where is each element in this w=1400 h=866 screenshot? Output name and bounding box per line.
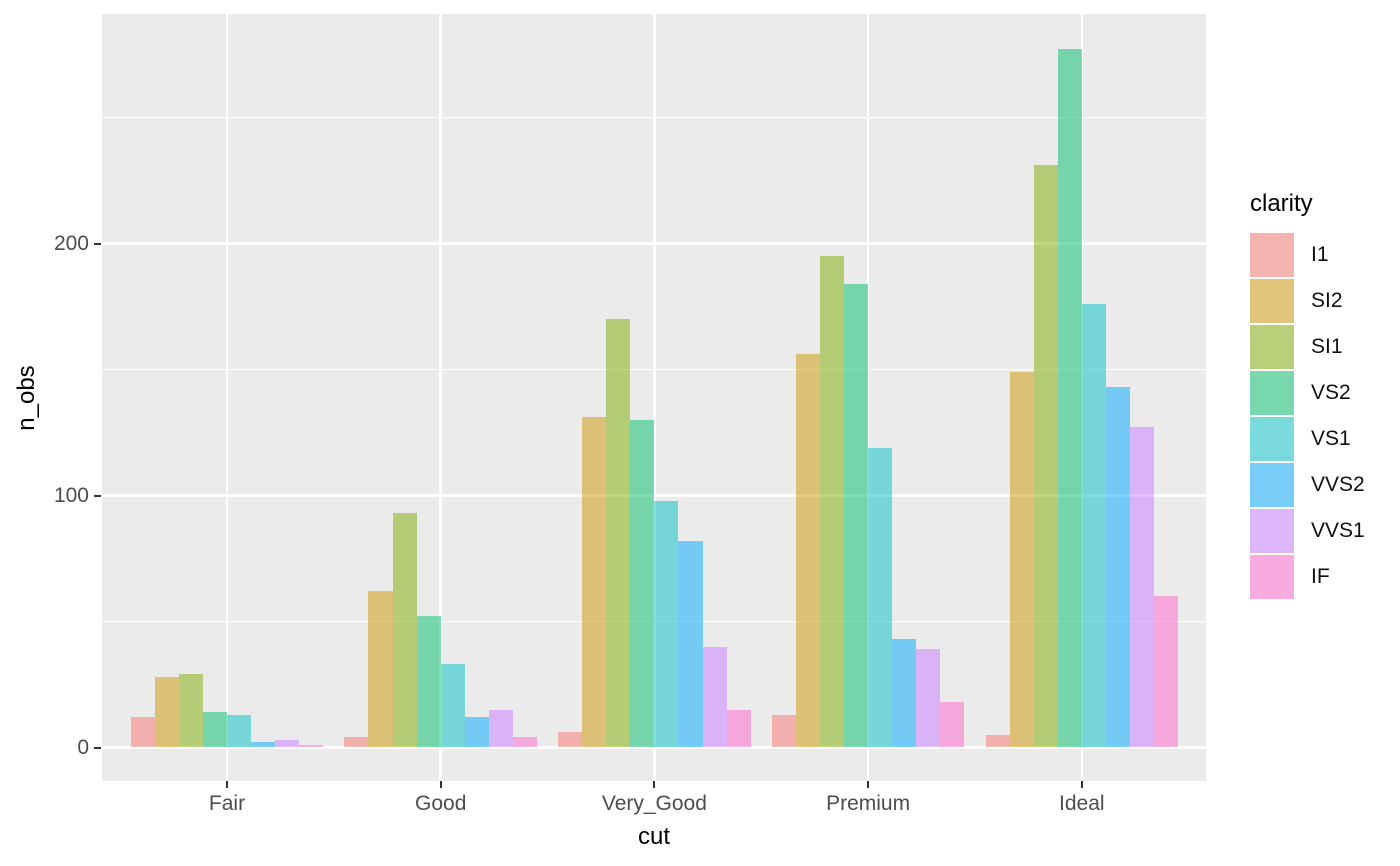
legend-swatch-si1	[1250, 325, 1294, 369]
legend-label-vs1: VS1	[1311, 427, 1351, 450]
legend-swatch-vs1	[1250, 417, 1294, 461]
x-major-gridline	[225, 14, 229, 781]
bar-ideal-if	[1154, 596, 1179, 748]
bar-fair-vvs2	[251, 742, 276, 748]
bar-fair-si1	[178, 674, 203, 748]
bar-ideal-vvs2	[1105, 387, 1130, 748]
bar-fair-i1	[130, 717, 155, 748]
legend-label-vs2: VS2	[1311, 381, 1351, 404]
legend-swatch-si2	[1250, 279, 1294, 323]
legend-title: clarity	[1250, 190, 1313, 217]
bar-very_good-vvs1	[702, 646, 727, 748]
bar-good-vvs2	[464, 717, 489, 748]
bar-good-vs2	[416, 616, 441, 748]
bar-premium-vvs2	[892, 639, 917, 748]
bar-premium-si2	[795, 354, 820, 748]
x-tick-label: Premium	[826, 792, 911, 815]
legend-key-background	[1250, 555, 1294, 599]
legend-label-vvs2: VVS2	[1311, 473, 1365, 496]
bar-ideal-si1	[1033, 165, 1058, 748]
bar-ideal-si2	[1009, 372, 1034, 748]
y-tick-mark	[94, 746, 101, 749]
bar-ideal-vvs1	[1129, 427, 1154, 748]
bar-premium-si1	[819, 256, 845, 748]
x-tick-mark	[439, 781, 442, 788]
bar-good-i1	[344, 737, 369, 748]
legend-key-background	[1250, 463, 1294, 507]
bar-premium-if	[940, 702, 965, 748]
legend-swatch-vs2	[1250, 371, 1294, 415]
plot-panel	[102, 14, 1206, 781]
bar-fair-vs1	[227, 714, 252, 748]
legend-item-vs1: VS1	[1250, 417, 1365, 461]
x-tick-mark	[867, 781, 870, 788]
legend-item-vs2: VS2	[1250, 371, 1365, 415]
legend-key-background	[1250, 509, 1294, 553]
x-tick-mark	[226, 781, 228, 788]
y-axis-title: n_obs	[13, 364, 40, 431]
x-major-gridline	[439, 14, 442, 781]
y-tick-label: 200	[53, 231, 89, 255]
legend-item-vvs2: VVS2	[1250, 463, 1365, 507]
y-tick-label: 0	[77, 735, 89, 759]
bar-good-vs1	[440, 664, 465, 748]
legend-label-si1: SI1	[1311, 335, 1343, 358]
x-tick-mark	[653, 781, 656, 788]
legend-swatch-if	[1250, 555, 1294, 599]
bar-very_good-si1	[606, 319, 631, 748]
bar-ideal-vs1	[1081, 303, 1106, 748]
bar-very_good-vvs2	[678, 540, 703, 748]
bar-fair-si2	[154, 676, 179, 748]
legend-item-si1: SI1	[1250, 325, 1365, 369]
legend-label-si2: SI2	[1311, 289, 1343, 312]
y-tick-mark	[94, 494, 101, 497]
legend-key-background	[1250, 325, 1294, 369]
x-major-gridline	[866, 14, 870, 781]
x-tick-label: Very_Good	[601, 792, 707, 815]
legend-swatch-i1	[1250, 233, 1294, 277]
y-tick-label: 100	[53, 483, 89, 507]
legend-item-vvs1: VVS1	[1250, 509, 1365, 553]
bar-very_good-vs1	[654, 500, 679, 748]
legend-items: I1 SI2 SI1 VS2 VS1 VVS2 VVS1 IF	[1250, 233, 1365, 599]
bar-good-si2	[368, 591, 393, 748]
x-tick-mark	[1080, 781, 1083, 788]
bar-fair-vvs1	[275, 739, 300, 748]
legend-key-background	[1250, 371, 1294, 415]
bar-very_good-if	[726, 709, 751, 748]
legend-swatch-vvs2	[1250, 463, 1294, 507]
legend-label-if: IF	[1311, 565, 1330, 588]
bar-very_good-i1	[558, 732, 583, 748]
legend: clarity I1 SI2 SI1 VS2 VS1 VVS2 VVS1 IF	[1250, 190, 1365, 601]
legend-item-if: IF	[1250, 555, 1365, 599]
bar-fair-if	[299, 744, 324, 748]
bar-fair-vs2	[202, 712, 227, 748]
bar-very_good-vs2	[630, 419, 655, 748]
legend-item-si2: SI2	[1250, 279, 1365, 323]
bar-premium-i1	[771, 714, 796, 748]
bar-good-if	[512, 737, 537, 748]
bar-premium-vs2	[844, 283, 869, 748]
bar-premium-vs1	[868, 447, 893, 748]
legend-key-background	[1250, 279, 1294, 323]
bar-good-si1	[392, 513, 417, 748]
x-tick-label: Ideal	[1059, 792, 1105, 815]
legend-swatch-vvs1	[1250, 509, 1294, 553]
legend-label-vvs1: VVS1	[1311, 519, 1365, 542]
bar-ideal-vs2	[1057, 49, 1082, 748]
legend-key-background	[1250, 417, 1294, 461]
bar-good-vvs1	[488, 709, 513, 748]
x-axis-title: cut	[637, 823, 670, 850]
bar-premium-vvs1	[916, 649, 941, 748]
x-tick-label: Fair	[208, 792, 246, 815]
x-tick-label: Good	[415, 792, 467, 815]
legend-label-i1: I1	[1311, 243, 1329, 266]
bar-very_good-si2	[582, 417, 607, 748]
y-tick-mark	[94, 242, 101, 245]
legend-item-i1: I1	[1250, 233, 1365, 277]
x-major-gridline	[653, 14, 656, 781]
legend-key-background	[1250, 233, 1294, 277]
bar-ideal-i1	[985, 734, 1010, 748]
